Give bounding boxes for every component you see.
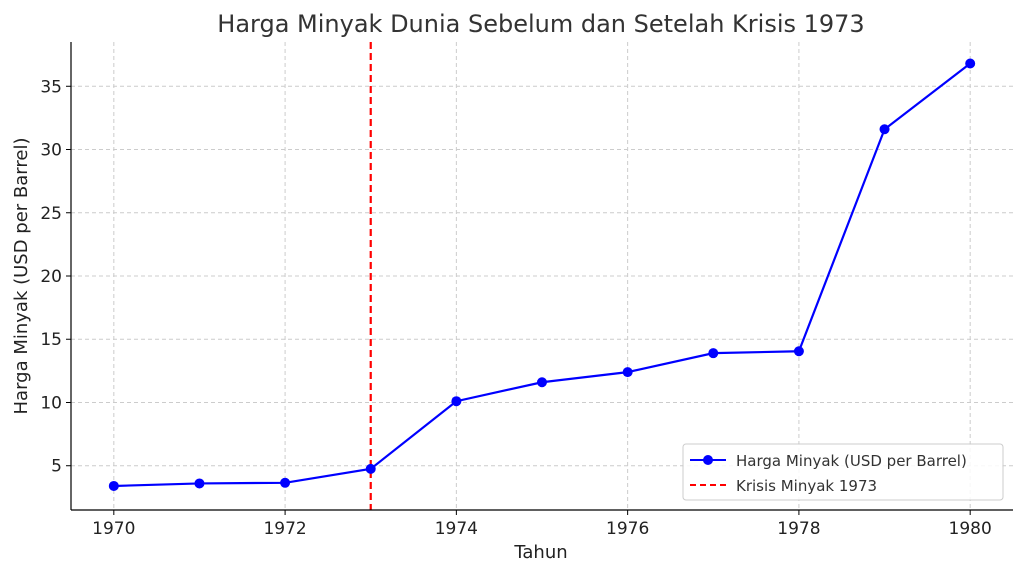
chart-title: Harga Minyak Dunia Sebelum dan Setelah K… — [217, 10, 864, 38]
data-point — [108, 480, 119, 491]
x-tick-label: 1974 — [435, 519, 478, 539]
data-point — [879, 124, 890, 135]
y-tick-label: 35 — [40, 77, 62, 97]
y-tick-label: 10 — [40, 393, 62, 413]
y-tick-label: 15 — [40, 330, 62, 350]
data-point — [365, 463, 376, 474]
data-point — [965, 58, 976, 69]
x-tick-label: 1972 — [263, 519, 306, 539]
y-tick-label: 20 — [40, 267, 62, 287]
y-tick-label: 25 — [40, 204, 62, 224]
data-point — [708, 348, 719, 359]
x-tick-label: 1980 — [949, 519, 992, 539]
legend-series-label: Harga Minyak (USD per Barrel) — [736, 452, 967, 470]
x-tick-label: 1978 — [777, 519, 820, 539]
data-point — [194, 478, 205, 489]
legend-series-marker — [703, 455, 713, 465]
x-tick-label: 1976 — [606, 519, 649, 539]
y-axis-label: Harga Minyak (USD per Barrel) — [11, 138, 32, 415]
series-layer — [108, 58, 976, 491]
legend-vline-label: Krisis Minyak 1973 — [736, 477, 877, 495]
data-point — [537, 377, 547, 388]
data-point — [280, 477, 291, 488]
data-point — [793, 346, 804, 357]
x-axis-label: Tahun — [513, 542, 567, 563]
series-line — [113, 62, 971, 488]
x-tick-label: 1970 — [92, 519, 135, 539]
legend: Harga Minyak (USD per Barrel) Krisis Min… — [682, 443, 1004, 501]
data-point — [622, 367, 633, 378]
axes: 1970 1972 1974 1976 1978 1980 5 10 15 20 25 30 35 — [40, 42, 1013, 539]
y-tick-label: 5 — [51, 457, 62, 477]
legend-box — [682, 443, 1004, 501]
y-tick-label: 30 — [40, 141, 62, 161]
grid — [71, 42, 1013, 510]
data-point — [451, 396, 462, 407]
